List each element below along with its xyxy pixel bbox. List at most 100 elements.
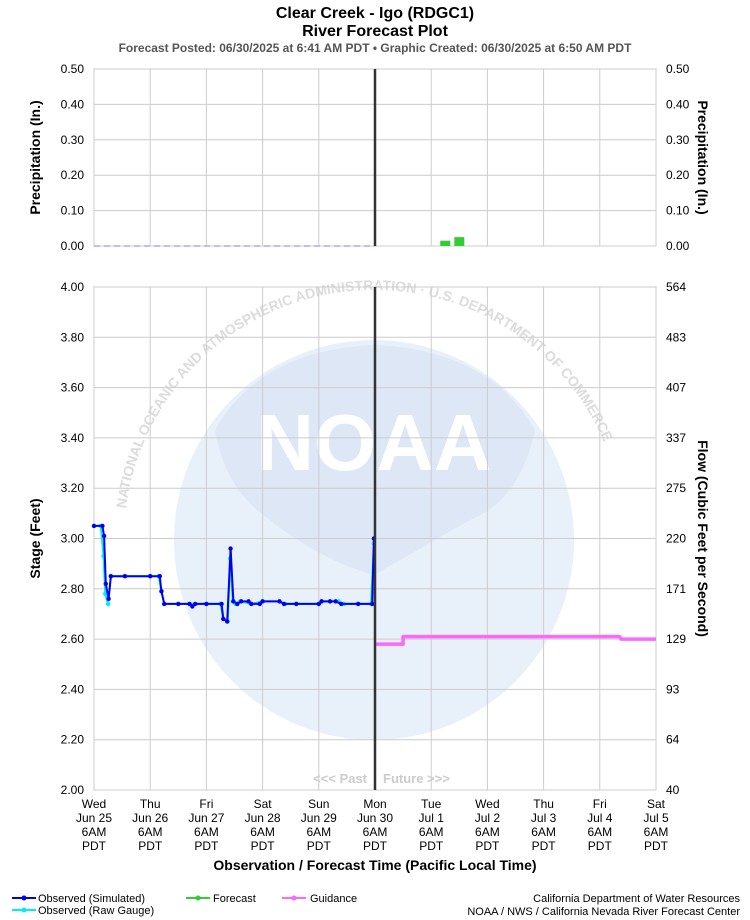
series-point-observed-simulated [204,601,209,607]
x-tick-time: 6AM [306,825,331,839]
credit-cnrfc: NOAA / NWS / California Nevada River For… [467,906,740,918]
series-point-observed-simulated [103,581,109,586]
series-point-observed-simulated [228,546,233,551]
series-point-observed-simulated [187,601,192,607]
precip-right-tick: 0.50 [666,62,690,76]
series-point-observed-simulated [219,601,224,607]
x-tick-tz: PDT [475,839,500,853]
x-tick-time: 6AM [587,825,612,839]
precip-right-tick: 0.20 [666,168,690,182]
series-point-observed-simulated [319,599,324,604]
series-point-observed-simulated [122,574,128,579]
legend-observed-raw: Observed (Raw Gauge) [12,905,154,917]
series-line-guidance [375,634,656,646]
stage-left-tick: 2.40 [61,682,85,696]
future-label: Future >>> [383,771,450,786]
series-point-observed-simulated [249,601,254,607]
series-point-observed-simulated [91,523,97,529]
forecast-precip-bar [454,237,465,246]
x-tick-time: 6AM [475,825,500,839]
precip-left-tick: 0.20 [61,168,85,182]
past-label: <<< Past [313,771,368,786]
x-tick-day: Thu [533,797,554,811]
series-point-observed-simulated [176,601,181,607]
x-tick-day: Fri [593,797,607,811]
series-point-observed-raw-gauge [103,591,108,597]
precipitation-panel: 0.00 0.00 0.10 0.10 0.20 0.20 0.30 0.30 0.40 0.40… [27,62,711,253]
legend-observed-simulated-label: Observed (Simulated) [38,893,145,905]
series-point-observed-simulated [190,604,195,609]
legend-observed-simulated: Observed (Simulated) [12,893,145,905]
flow-right-tick: 564 [666,280,686,294]
x-tick-day: Tue [421,797,442,811]
x-tick-time: 6AM [82,825,107,839]
flow-right-tick: 407 [666,381,686,395]
legend-forecast: Forecast [186,893,256,905]
stage-left-tick: 2.60 [61,632,85,646]
x-tick-day: Mon [363,797,386,811]
flow-right-tick: 483 [666,330,686,344]
precip-right-tick: 0.00 [666,239,690,253]
stage-panel: 2.00 40 2.20 64 2.40 93 2.60 129 2.80 171 3.00 220 3… [27,280,711,873]
series-point-observed-simulated [277,599,282,604]
precip-right-tick: 0.10 [666,204,690,218]
series-point-observed-simulated [224,619,230,624]
x-tick-tz: PDT [363,839,388,853]
precip-right-axis-label: Precipitation (In.) [695,100,711,214]
x-tick-tz: PDT [138,839,163,853]
x-tick-tz: PDT [644,839,669,853]
stage-left-tick: 3.60 [61,381,85,395]
series-point-observed-simulated [257,601,262,607]
series-point-observed-simulated [100,523,105,529]
precip-left-tick: 0.00 [61,239,85,253]
series-point-observed-simulated [106,596,111,602]
x-tick-time: 6AM [419,825,444,839]
flow-right-tick: 129 [666,632,686,646]
stage-left-tick: 3.40 [61,431,85,445]
flow-right-tick: 93 [666,682,680,696]
chart-subtitle-title: River Forecast Plot [302,23,449,40]
x-tick-tz: PDT [194,839,219,853]
series-point-observed-simulated [101,533,107,539]
x-tick-date: Jun 29 [301,811,337,825]
legend-observed-raw-label: Observed (Raw Gauge) [38,905,154,917]
precip-left-tick: 0.50 [61,62,85,76]
legend-forecast-label: Forecast [213,893,256,905]
precip-right-tick: 0.40 [666,97,690,111]
series-point-observed-simulated [327,599,333,604]
posted-created-info: Forecast Posted: 06/30/2025 at 6:41 AM P… [119,41,633,55]
x-tick-time: 6AM [644,825,669,839]
flow-right-tick: 64 [666,733,680,747]
series-point-observed-simulated [333,599,338,604]
precip-left-tick: 0.40 [61,97,85,111]
series-point-observed-simulated [316,601,321,607]
x-tick-date: Jun 25 [76,811,112,825]
legend: Observed (Simulated) Observed (Raw Gauge… [12,893,357,917]
series-point-observed-simulated [281,601,287,607]
stage-left-tick: 2.20 [61,733,85,747]
precip-right-tick: 0.30 [666,133,690,147]
x-tick-time: 6AM [194,825,219,839]
legend-guidance: Guidance [282,893,357,905]
x-tick-tz: PDT [588,839,613,853]
stage-left-tick: 2.00 [61,783,85,797]
x-tick-date: Jun 30 [357,811,393,825]
x-tick-date: Jul 1 [419,811,445,825]
flow-right-axis-label: Flow (Cubic Feet per Second) [695,440,711,637]
x-tick-tz: PDT [307,839,332,853]
x-tick-time: 6AM [138,825,163,839]
series-point-observed-simulated [157,574,162,579]
forecast-precip-bar [440,240,451,246]
flow-right-tick: 220 [666,532,686,546]
precip-left-axis-label: Precipitation (In.) [27,100,43,214]
x-tick-time: 6AM [363,825,388,839]
